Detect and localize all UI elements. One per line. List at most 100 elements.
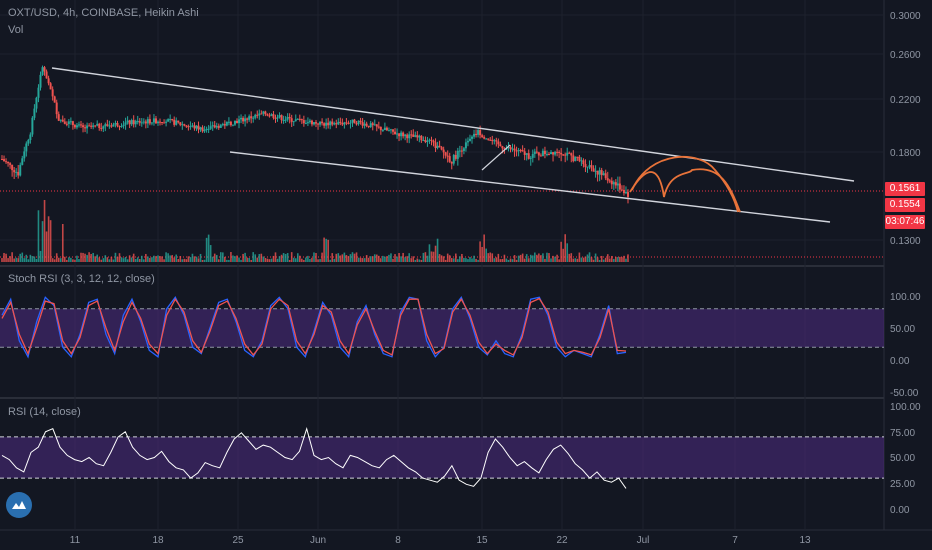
countdown-badge: 03:07:46 xyxy=(885,215,925,229)
candle-body xyxy=(327,122,330,126)
volume-bar xyxy=(104,255,107,262)
candle-body xyxy=(181,124,184,126)
candle-body xyxy=(462,148,465,151)
volume-bar xyxy=(276,258,279,262)
candle-body xyxy=(45,71,48,79)
y-tick-label: 0.1300 xyxy=(890,236,921,247)
candle-body xyxy=(69,121,72,123)
candle-body xyxy=(246,118,249,120)
volume-bar xyxy=(68,257,70,262)
volume-bar xyxy=(191,253,194,262)
volume-bar xyxy=(452,258,455,262)
candle-body xyxy=(213,125,216,128)
axes: 11 18 25 Jun 8 15 22 Jul 7 13 0.3000 0.2600 0.2200 0.… xyxy=(70,11,921,546)
candle-body xyxy=(199,127,202,130)
candle-body xyxy=(171,118,174,120)
candles xyxy=(1,65,629,204)
candle-body xyxy=(92,125,95,127)
candle-body xyxy=(280,115,283,121)
candle-body xyxy=(209,126,212,129)
volume-bar xyxy=(345,255,348,262)
candle-body xyxy=(442,149,445,153)
volume-bar xyxy=(465,258,467,262)
volume-bar xyxy=(505,258,508,262)
y-tick-label: 0.1800 xyxy=(890,148,921,159)
volume-bar xyxy=(351,252,354,262)
candle-body xyxy=(75,125,78,128)
candle-body xyxy=(165,121,168,123)
volume-bar xyxy=(224,256,226,262)
volume-bar xyxy=(185,259,188,262)
candle-body xyxy=(201,127,204,132)
candle-body xyxy=(298,118,301,120)
candle-body xyxy=(556,151,559,153)
volume-bar xyxy=(461,253,463,262)
candle-body xyxy=(335,123,338,125)
candle-body xyxy=(67,121,70,125)
candle-body xyxy=(466,140,469,143)
volume-bar xyxy=(529,254,532,262)
candle-body xyxy=(333,123,336,125)
candle-body xyxy=(517,150,520,152)
candle-body xyxy=(371,123,374,126)
stoch-rsi-label: Stoch RSI (3, 3, 12, 12, close) xyxy=(8,273,155,285)
volume-bar xyxy=(367,257,370,262)
volume-bar xyxy=(392,258,394,262)
candle-body xyxy=(418,135,421,138)
candle-body xyxy=(118,126,121,128)
candle-body xyxy=(452,154,455,164)
volume-bar xyxy=(400,256,402,262)
candle-body xyxy=(367,125,370,127)
volume-bar xyxy=(94,256,96,262)
candle-body xyxy=(219,125,222,128)
candle-body xyxy=(268,115,271,117)
volume-bar xyxy=(266,258,269,262)
volume-bar xyxy=(90,253,92,262)
candle-body xyxy=(296,118,299,120)
volume-bar xyxy=(594,253,597,262)
candle-body xyxy=(377,126,380,128)
volume-bar xyxy=(373,254,376,262)
candle-body xyxy=(398,133,401,137)
volume-bar xyxy=(262,256,265,262)
volume-bar xyxy=(321,252,323,262)
candle-body xyxy=(77,124,80,126)
candle-body xyxy=(426,140,429,143)
candle-body xyxy=(359,120,362,123)
rsi-band xyxy=(0,436,884,479)
candle-body xyxy=(120,126,123,128)
y-tick-label: 100.00 xyxy=(890,402,921,413)
volume-bar xyxy=(155,256,157,262)
candle-body xyxy=(189,126,192,128)
candle-body xyxy=(195,125,198,129)
volume-bar xyxy=(301,258,303,262)
candle-body xyxy=(373,124,376,126)
volume-bar xyxy=(434,245,437,262)
volume-bar xyxy=(538,253,540,262)
candle-body xyxy=(347,122,350,124)
volume-bar xyxy=(580,257,583,262)
volume-bar xyxy=(521,253,524,262)
candle-body xyxy=(339,121,342,123)
volume-bar xyxy=(41,221,44,262)
candle-body xyxy=(41,67,44,75)
volume-bar xyxy=(305,257,307,262)
candle-body xyxy=(106,124,109,126)
volume-bar xyxy=(590,257,593,262)
candle-body xyxy=(620,189,623,191)
candle-body xyxy=(221,124,224,126)
volume-bar xyxy=(562,248,564,262)
volume-bar xyxy=(606,254,609,262)
candle-body xyxy=(231,124,234,126)
candle-body xyxy=(19,164,22,176)
candle-body xyxy=(460,150,463,152)
candle-body xyxy=(187,126,190,128)
candle-body xyxy=(558,152,561,154)
candle-body xyxy=(7,161,10,164)
volume-bar xyxy=(49,220,52,262)
candle-body xyxy=(489,139,492,141)
volume-bar xyxy=(240,259,242,262)
volume-bar xyxy=(82,252,84,262)
tradingview-logo-icon[interactable] xyxy=(6,492,32,518)
candle-body xyxy=(5,161,8,163)
